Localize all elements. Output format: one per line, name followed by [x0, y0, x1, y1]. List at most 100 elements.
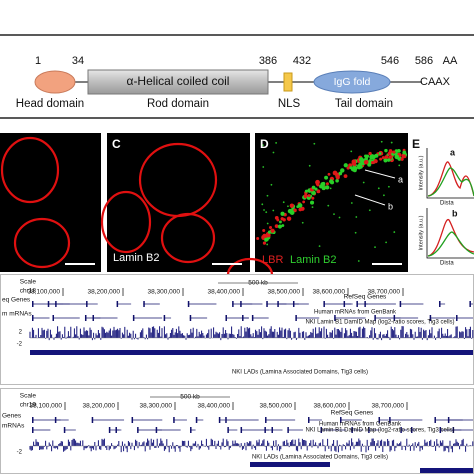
exon: [295, 315, 297, 321]
exon: [163, 315, 166, 321]
track-label: mRNAs: [2, 423, 25, 430]
position-label: 546: [381, 55, 399, 67]
exon: [240, 427, 243, 433]
track-label: m mRNAs: [2, 311, 32, 318]
dot: [374, 246, 376, 249]
panel-point: a: [398, 174, 403, 184]
igg-fold: [313, 70, 391, 94]
track-title: RefSeq Genes: [331, 410, 374, 417]
dot: [267, 230, 272, 234]
dot: [402, 150, 407, 155]
panel-d: [255, 133, 408, 272]
dot: [349, 166, 353, 170]
dot: [398, 164, 401, 167]
dot: [373, 159, 378, 164]
dot: [274, 224, 279, 228]
domain-label: Tail domain: [335, 98, 393, 110]
track-label: Scale: [20, 279, 37, 286]
position-label: 34: [72, 55, 84, 67]
dot: [396, 148, 401, 153]
exon: [308, 417, 310, 423]
exon: [251, 315, 254, 321]
plot-axes: [426, 148, 474, 199]
coordinate-label: 38,100,000: [29, 403, 62, 410]
exon: [265, 417, 267, 423]
exon: [173, 417, 175, 423]
coordinate-label: 38,400,000: [197, 403, 230, 410]
exon: [356, 301, 358, 307]
dot: [265, 211, 268, 214]
dot: [400, 157, 404, 161]
dot: [340, 168, 345, 173]
dot: [329, 187, 332, 190]
scale-label: 500 kb: [248, 280, 268, 287]
exon: [368, 427, 370, 433]
exon: [115, 427, 117, 433]
dot: [280, 217, 284, 221]
dot: [394, 154, 400, 160]
dot: [279, 220, 282, 224]
dot: [362, 181, 365, 184]
position-label: AA: [443, 55, 458, 67]
exon: [287, 427, 289, 433]
dot: [304, 189, 308, 193]
exon: [91, 417, 94, 423]
track-title: NKI Lamin B1 DamID Map (log2-ratio score…: [305, 320, 454, 326]
exon: [320, 427, 322, 433]
dot: [256, 237, 260, 241]
exon: [364, 301, 366, 307]
dot: [297, 203, 303, 208]
exon: [32, 315, 34, 321]
dot: [270, 183, 273, 186]
plot-axes: [426, 208, 474, 259]
dot: [371, 160, 375, 165]
tracks: [29, 282, 474, 473]
panel-letter: D: [260, 137, 269, 151]
dot: [335, 178, 339, 183]
exon: [264, 427, 266, 433]
dot: [265, 238, 269, 241]
dot: [311, 185, 316, 190]
dot: [355, 164, 358, 167]
dot: [380, 140, 383, 143]
segment-label: IgG fold: [334, 76, 371, 88]
exon: [54, 417, 57, 423]
domain-label: NLS: [278, 98, 301, 110]
nucleus: [160, 212, 216, 264]
dot: [262, 229, 266, 233]
exon: [55, 301, 57, 307]
exon: [400, 427, 402, 433]
track-label: chr18: [20, 288, 37, 295]
exon: [32, 417, 34, 423]
coordinate-label: 38,100,000: [27, 289, 60, 296]
panel-caption: Lamin B2: [290, 254, 336, 266]
track-label: eq Genes: [2, 297, 31, 304]
exon: [190, 427, 192, 433]
track-title: NKI LADs (Lamina Associated Domains, Tig…: [252, 455, 388, 461]
dot: [302, 200, 306, 204]
dot: [343, 163, 348, 168]
panel-letter: E: [412, 137, 420, 151]
dot: [327, 204, 330, 207]
exon: [323, 301, 325, 307]
dot: [266, 222, 269, 225]
exon: [277, 301, 279, 307]
exon: [189, 315, 192, 321]
panel-point: b: [388, 201, 393, 211]
dot: [368, 209, 371, 212]
dot: [311, 196, 315, 200]
exon: [351, 427, 353, 433]
exon: [378, 417, 381, 423]
dot: [304, 193, 308, 197]
dot: [350, 150, 353, 153]
dot: [374, 153, 379, 158]
dot: [390, 141, 393, 144]
exon: [469, 301, 471, 307]
plot-letter: b: [452, 208, 458, 218]
plot-axis-label: Dista: [440, 201, 454, 207]
exon: [225, 417, 227, 423]
coordinate-label: 38,400,000: [207, 289, 240, 296]
exon: [32, 301, 34, 307]
dot: [384, 155, 389, 159]
